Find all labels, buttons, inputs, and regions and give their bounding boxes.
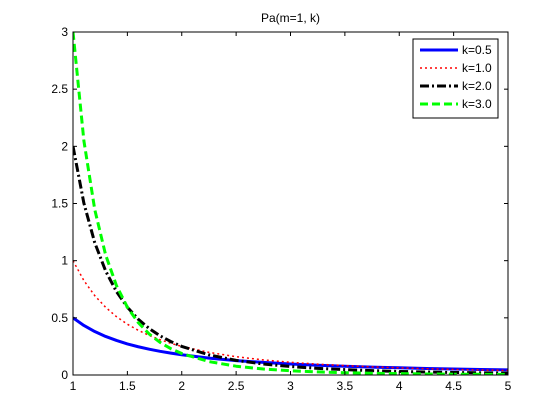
y-tick-label: 0 — [61, 368, 68, 382]
legend: k=0.5 k=1.0 k=2.0 k=3.0 — [412, 38, 499, 119]
legend-label-2: k=1.0 — [462, 61, 492, 75]
legend-label-3: k=2.0 — [462, 79, 492, 93]
x-tick-label: 3 — [287, 379, 294, 393]
series-line-2 — [73, 260, 508, 372]
y-tick-label: 1.5 — [51, 197, 68, 211]
y-tick-label: 3 — [61, 25, 68, 39]
legend-label-1: k=0.5 — [462, 43, 492, 57]
x-tick-label: 4 — [396, 379, 403, 393]
axes-group: 1 1.5 2 2.5 3 3.5 4 4.5 5 0 0.5 1 1.5 2 2.5 3 — [51, 25, 511, 393]
chart-title: Pa(m=1, k) — [261, 11, 320, 25]
x-tick-label: 5 — [505, 379, 512, 393]
x-tick-label: 1.5 — [119, 379, 136, 393]
legend-label-4: k=3.0 — [462, 97, 492, 111]
x-tick-label: 3.5 — [337, 379, 354, 393]
series-group — [73, 32, 508, 375]
y-tick-label: 1 — [61, 254, 68, 268]
x-tick-label: 2 — [178, 379, 185, 393]
series-line-4 — [73, 32, 508, 375]
y-tick-label: 0.5 — [51, 311, 68, 325]
series-line-3 — [73, 146, 508, 375]
x-tick-label: 4.5 — [445, 379, 462, 393]
x-tick-label: 1 — [70, 379, 77, 393]
x-tick-label: 2.5 — [228, 379, 245, 393]
y-tick-label: 2.5 — [51, 82, 68, 96]
y-tick-label: 2 — [61, 139, 68, 153]
